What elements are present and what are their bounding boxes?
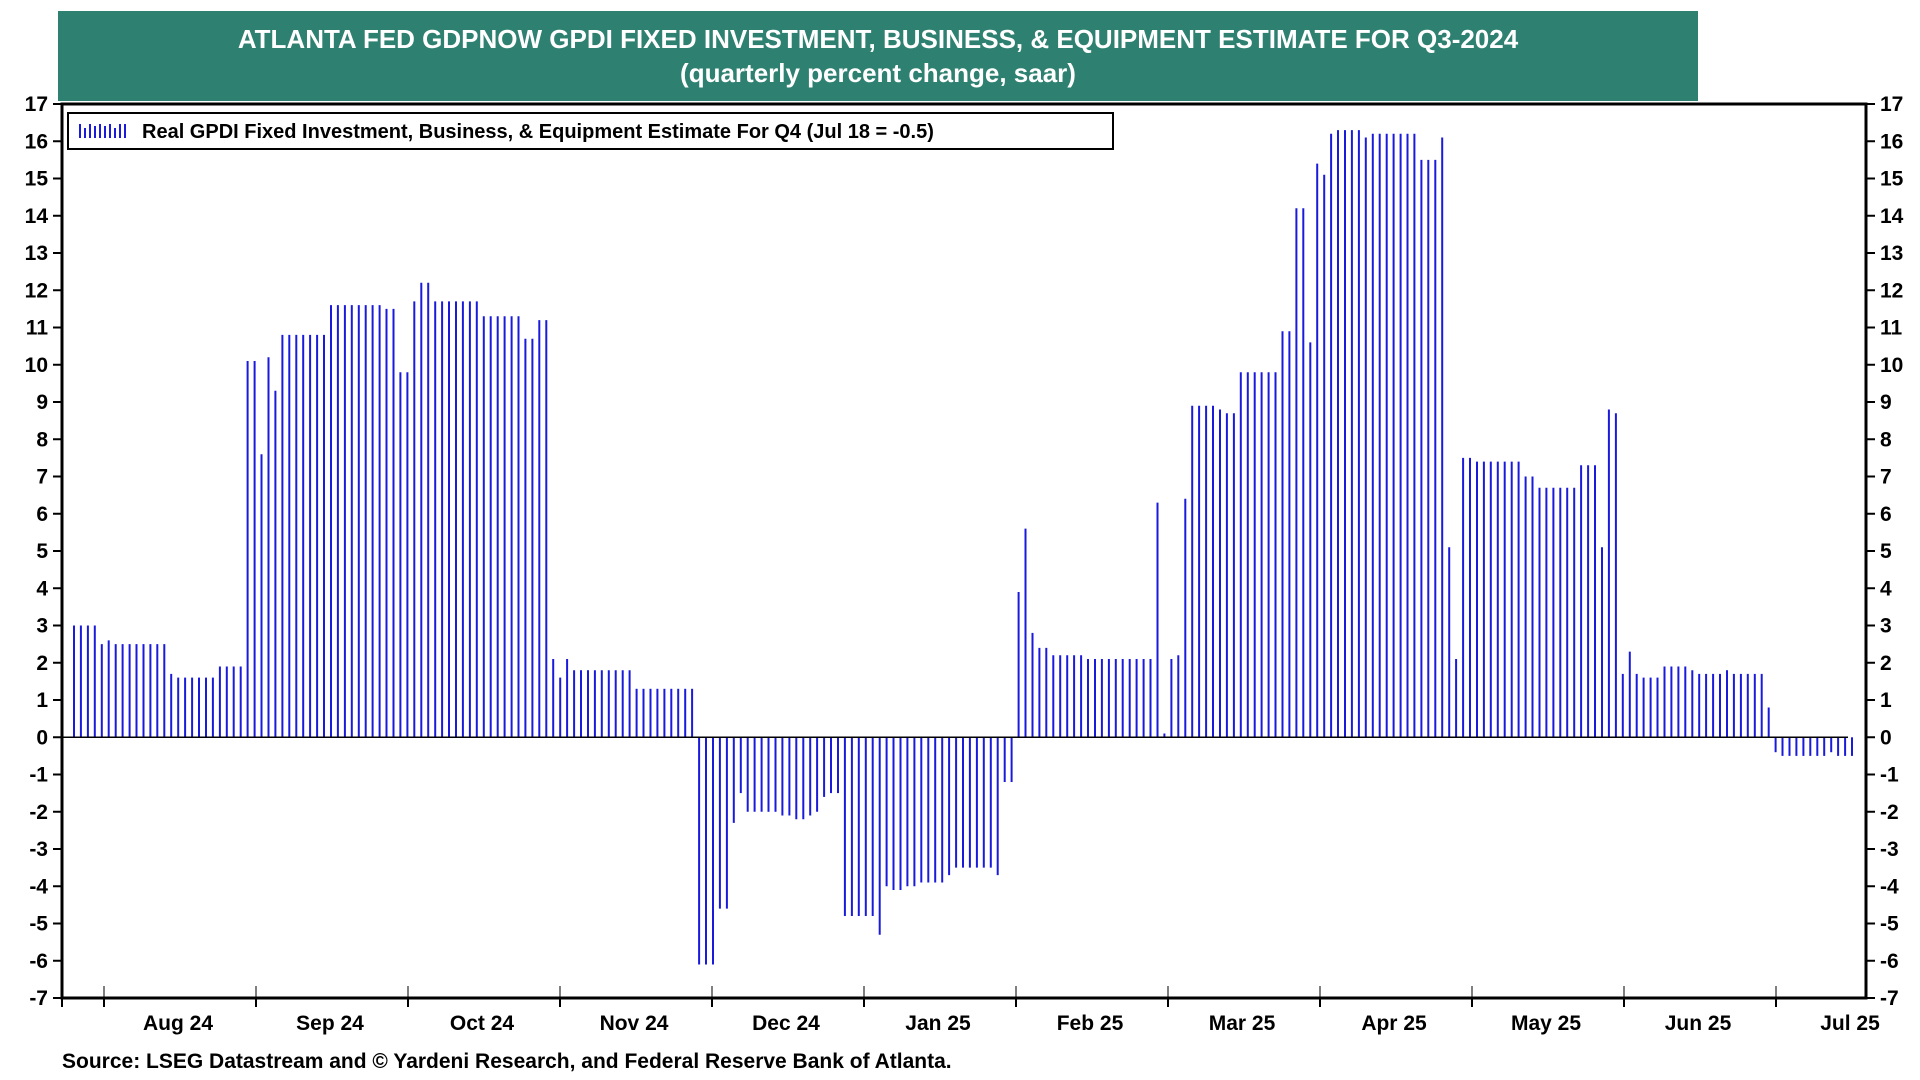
y-tick-label: -5 <box>29 913 48 936</box>
x-tick-label: Oct 24 <box>450 1012 515 1035</box>
x-tick-label: May 25 <box>1511 1012 1581 1035</box>
y-tick-label: -7 <box>1880 987 1899 1010</box>
y-tick-label: 6 <box>36 503 48 526</box>
x-tick-label: Feb 25 <box>1057 1012 1124 1035</box>
chart-title: ATLANTA FED GDPNOW GPDI FIXED INVESTMENT… <box>237 24 1519 54</box>
x-tick-label: Nov 24 <box>600 1012 669 1035</box>
y-tick-label: 17 <box>25 93 48 116</box>
y-tick-label: 3 <box>1880 615 1892 638</box>
y-tick-label: -3 <box>1880 838 1899 861</box>
y-tick-label: -3 <box>29 838 48 861</box>
x-tick-label: Apr 25 <box>1361 1012 1427 1035</box>
y-tick-label: 0 <box>1880 726 1892 749</box>
y-tick-label: 9 <box>36 391 48 414</box>
y-tick-label: 8 <box>1880 428 1892 451</box>
y-tick-label: 12 <box>25 279 48 302</box>
y-tick-label: 10 <box>25 354 48 377</box>
y-tick-label: 13 <box>1880 242 1903 265</box>
y-tick-label: 11 <box>26 317 49 340</box>
y-tick-label: 7 <box>36 466 48 489</box>
y-tick-label: 8 <box>36 428 48 451</box>
y-tick-label: 14 <box>25 205 49 228</box>
y-tick-label: 15 <box>25 168 49 191</box>
y-tick-label: -4 <box>29 875 48 898</box>
y-tick-label: 9 <box>1880 391 1892 414</box>
source-note: Source: LSEG Datastream and © Yardeni Re… <box>62 1050 952 1073</box>
x-tick-label: Sep 24 <box>296 1012 364 1035</box>
y-tick-label: 16 <box>25 130 48 153</box>
y-tick-label: 2 <box>36 652 48 675</box>
title-banner: ATLANTA FED GDPNOW GPDI FIXED INVESTMENT… <box>58 11 1698 101</box>
y-tick-label: 6 <box>1880 503 1892 526</box>
y-tick-label: -7 <box>29 987 48 1010</box>
x-tick-label: Jun 25 <box>1665 1012 1732 1035</box>
y-tick-label: 14 <box>1880 205 1904 228</box>
legend-box <box>67 112 1114 150</box>
bar-series <box>73 130 1853 965</box>
y-tick-label: 12 <box>1880 279 1903 302</box>
y-tick-label: 1 <box>1880 689 1892 712</box>
x-tick-label: Jan 25 <box>905 1012 971 1035</box>
y-tick-label: 3 <box>36 615 48 638</box>
y-tick-label: -6 <box>29 950 48 973</box>
y-tick-label: 4 <box>1880 577 1892 600</box>
y-tick-label: -6 <box>1880 950 1899 973</box>
y-tick-label: 7 <box>1880 466 1892 489</box>
y-tick-label: 13 <box>25 242 48 265</box>
legend-swatch <box>79 124 126 138</box>
y-tick-label: -4 <box>1880 875 1899 898</box>
legend: Real GPDI Fixed Investment, Business, & … <box>67 112 1114 150</box>
y-tick-label: 5 <box>1880 540 1892 563</box>
y-tick-label: -5 <box>1880 913 1899 936</box>
y-tick-label: 17 <box>1880 93 1903 116</box>
x-tick-label: Dec 24 <box>752 1012 820 1035</box>
y-tick-label: 5 <box>36 540 48 563</box>
y-tick-label: 16 <box>1880 130 1903 153</box>
x-axis: Aug 24 Sep 24 Oct 24 Nov 24 Dec 24 Jan 25 Feb … <box>61 986 1880 1035</box>
y-tick-label: 11 <box>1880 317 1903 340</box>
y-tick-label: -2 <box>29 801 48 824</box>
y-tick-label: 1 <box>36 689 48 712</box>
y-tick-label: -1 <box>29 764 48 787</box>
chart-subtitle: (quarterly percent change, saar) <box>680 58 1076 88</box>
y-tick-label: 0 <box>36 726 48 749</box>
y-tick-label: 2 <box>1880 652 1892 675</box>
y-tick-label: 4 <box>36 577 48 600</box>
y-tick-label: 15 <box>1880 168 1904 191</box>
x-tick-label: Mar 25 <box>1209 1012 1276 1035</box>
y-tick-label: -1 <box>1880 764 1899 787</box>
y-tick-label: 10 <box>1880 354 1903 377</box>
y-tick-label: -2 <box>1880 801 1899 824</box>
x-tick-label: Aug 24 <box>143 1012 213 1035</box>
legend-label: Real GPDI Fixed Investment, Business, & … <box>142 121 934 143</box>
x-tick-label: Jul 25 <box>1820 1012 1880 1035</box>
